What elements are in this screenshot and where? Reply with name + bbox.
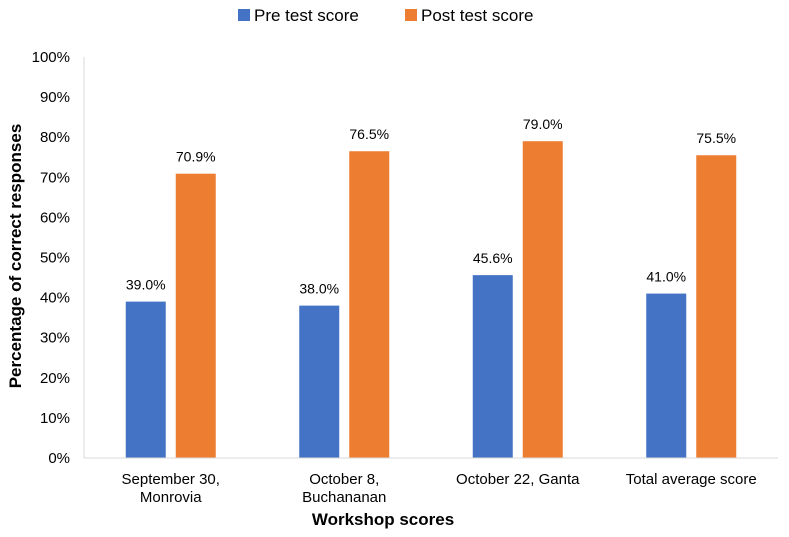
bar-post-1	[175, 173, 216, 459]
y-tick-label: 90%	[40, 89, 70, 106]
y-tick-label: 30%	[40, 330, 70, 347]
y-axis-title: Percentage of correct responses	[6, 124, 25, 389]
legend-label: Post test score	[421, 6, 533, 25]
data-label: 70.9%	[176, 149, 216, 165]
legend-label: Pre test score	[254, 6, 359, 25]
data-label: 76.5%	[349, 126, 389, 142]
bar-pre-3	[472, 275, 513, 458]
y-tick-label: 50%	[40, 250, 70, 267]
legend: Pre test score Post test score	[238, 6, 533, 25]
bars: 39.0% 38.0% 45.6% 41.0% 70.9% 76.5% 79.0% 75.5%	[125, 116, 737, 459]
bar-post-3	[522, 141, 563, 458]
x-tick-label: October 8, Buchananan	[302, 471, 386, 506]
data-label: 45.6%	[473, 250, 513, 266]
y-tick-label: 40%	[40, 290, 70, 307]
x-axis-title: Workshop scores	[312, 510, 454, 529]
data-label: 38.0%	[299, 281, 339, 297]
data-label: 75.5%	[696, 130, 736, 146]
y-tick-label: 0%	[48, 450, 70, 467]
bar-pre-2	[299, 305, 340, 458]
legend-swatch	[405, 9, 417, 21]
data-label: 79.0%	[523, 116, 563, 132]
x-axis: September 30, Monrovia October 8, Buchanana…	[84, 457, 778, 506]
bar-post-4	[696, 155, 737, 458]
y-tick-label: 60%	[40, 209, 70, 226]
y-axis: 0% 10% 20% 30% 40% 50% 60% 70% 80% 90% 100%	[32, 49, 85, 467]
legend-swatch	[238, 9, 250, 21]
x-tick-label: Total average score	[626, 471, 757, 488]
bar-post-2	[349, 151, 390, 459]
bar-pre-1	[125, 301, 166, 458]
x-tick-label: September 30, Monrovia	[122, 471, 220, 506]
data-label: 41.0%	[646, 269, 686, 285]
y-tick-label: 10%	[40, 410, 70, 427]
y-tick-label: 20%	[40, 370, 70, 387]
y-tick-label: 100%	[32, 49, 70, 66]
x-tick-label: October 22, Ganta	[456, 471, 580, 488]
bar-pre-4	[646, 293, 687, 458]
y-tick-label: 80%	[40, 129, 70, 146]
y-tick-label: 70%	[40, 169, 70, 186]
data-label: 39.0%	[126, 277, 166, 293]
